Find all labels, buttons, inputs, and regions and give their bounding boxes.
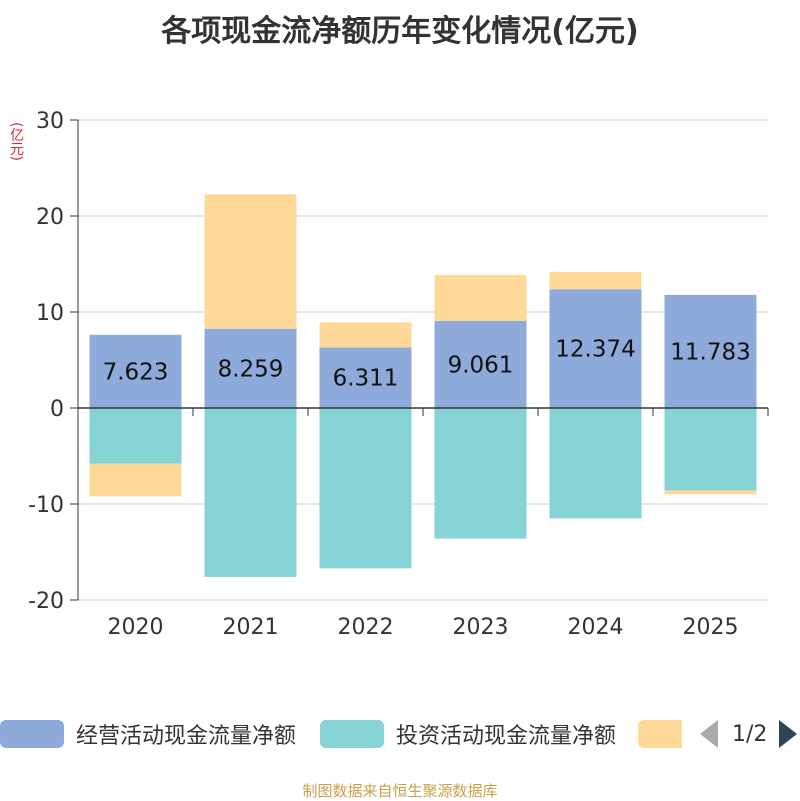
- y-tick-label-3: 0: [50, 397, 64, 422]
- bar-investing-2022: [319, 408, 412, 569]
- y-axis-unit: (亿元): [8, 122, 24, 161]
- bar-financing-pos-2022: [319, 322, 412, 348]
- data-label-operating-2020: 7.623: [103, 359, 169, 385]
- bar-financing-neg-2025: [664, 490, 757, 495]
- bar-financing-pos-2023: [434, 274, 527, 322]
- legend-item-investing[interactable]: 投资活动现金流量净额: [320, 716, 616, 752]
- legend-swatch-financing: [638, 720, 682, 748]
- legend-pager: 1/2: [700, 716, 798, 752]
- x-tick-label-2024: 2024: [568, 615, 624, 640]
- x-tick-label-2023: 2023: [453, 615, 509, 640]
- bar-operating-2020: [89, 334, 182, 408]
- legend-item-operating[interactable]: 经营活动现金流量净额: [0, 716, 296, 752]
- bar-investing-2021: [204, 408, 297, 577]
- bar-operating-2021: [204, 328, 297, 408]
- data-label-operating-2022: 6.311: [333, 366, 399, 392]
- x-tick-label-2021: 2021: [223, 615, 279, 640]
- bar-investing-2024: [549, 408, 642, 519]
- y-tick-label-1: 20: [36, 205, 64, 230]
- legend-swatch-operating: [0, 720, 64, 748]
- x-tick-label-2020: 2020: [108, 615, 164, 640]
- source-note: 制图数据来自恒生聚源数据库: [302, 782, 498, 800]
- bar-investing-2025: [664, 408, 757, 491]
- legend-label-operating: 经营活动现金流量净额: [76, 724, 297, 749]
- bar-financing-pos-2024: [549, 271, 642, 290]
- legend-label-investing: 投资活动现金流量净额: [396, 724, 617, 749]
- legend-item-financing[interactable]: [638, 716, 682, 752]
- data-label-operating-2024: 12.374: [555, 337, 635, 363]
- data-label-operating-2023: 9.061: [448, 353, 514, 379]
- bar-operating-2024: [549, 289, 642, 408]
- bar-operating-2025: [664, 294, 757, 408]
- data-label-operating-2025: 11.783: [670, 339, 750, 365]
- data-label-operating-2021: 8.259: [218, 356, 284, 382]
- x-tick-label-2025: 2025: [683, 615, 739, 640]
- x-tick-label-2022: 2022: [338, 615, 394, 640]
- bar-financing-neg-2020: [89, 463, 182, 497]
- legend: 经营活动现金流量净额 投资活动现金流量净额 1/2: [0, 716, 800, 752]
- chart-area: 30 20 10 0 -10 -20 7.623 2020 8.259 2021 6.311 2022…: [28, 109, 769, 640]
- bar-financing-pos-2021: [204, 194, 297, 329]
- legend-page-text: 1/2: [732, 721, 768, 747]
- legend-swatch-investing: [320, 720, 384, 748]
- bar-operating-2022: [319, 347, 412, 408]
- y-tick-label-5: -20: [28, 589, 64, 614]
- bar-investing-2023: [434, 408, 527, 539]
- y-tick-label-4: -10: [28, 493, 64, 518]
- triangle-right-icon[interactable]: [779, 720, 798, 748]
- triangle-left-icon[interactable]: [700, 720, 718, 748]
- chart-title: 各项现金流净额历年变化情况(亿元): [161, 14, 639, 49]
- bar-investing-2020: [89, 408, 182, 464]
- y-tick-label-2: 10: [36, 301, 64, 326]
- bar-operating-2023: [434, 321, 527, 408]
- y-tick-label-0: 30: [36, 109, 64, 134]
